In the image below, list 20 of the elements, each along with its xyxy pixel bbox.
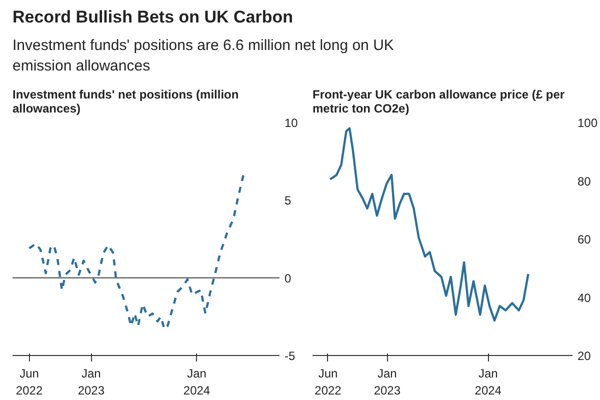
y-tick-label: 0	[284, 271, 292, 286]
x-tick-label: Jan 2023	[374, 366, 401, 398]
y-tick-label: 10	[284, 116, 298, 130]
y-axis-title: Investment funds' net positions (million allowances)	[12, 88, 239, 116]
y-axis-title: Front-year UK carbon allowance price (£ per metric ton CO2e)	[312, 88, 565, 116]
x-tick-label: Jun 2022	[314, 366, 342, 398]
x-tick-label: Jan 2024	[474, 366, 502, 398]
y-tick-label: 60	[578, 232, 592, 246]
chart-subtitle: Investment funds' positions are 6.6 million net long on UK emission allowances	[12, 37, 394, 74]
y-tick-label: 20	[578, 349, 592, 363]
x-tick-label: Jun 2022	[16, 366, 43, 398]
x-tick-label: Jan 2023	[78, 366, 105, 398]
y-tick-label: -5	[284, 349, 296, 363]
y-tick-label: 100	[578, 116, 598, 130]
chart-title: Record Bullish Bets on UK Carbon	[12, 8, 294, 26]
line-series	[329, 127, 530, 322]
y-tick-label: 5	[284, 194, 292, 208]
x-tick-label: Jan 2024	[183, 366, 210, 398]
y-tick-label: 80	[578, 174, 592, 188]
y-tick-label: 40	[578, 290, 592, 305]
